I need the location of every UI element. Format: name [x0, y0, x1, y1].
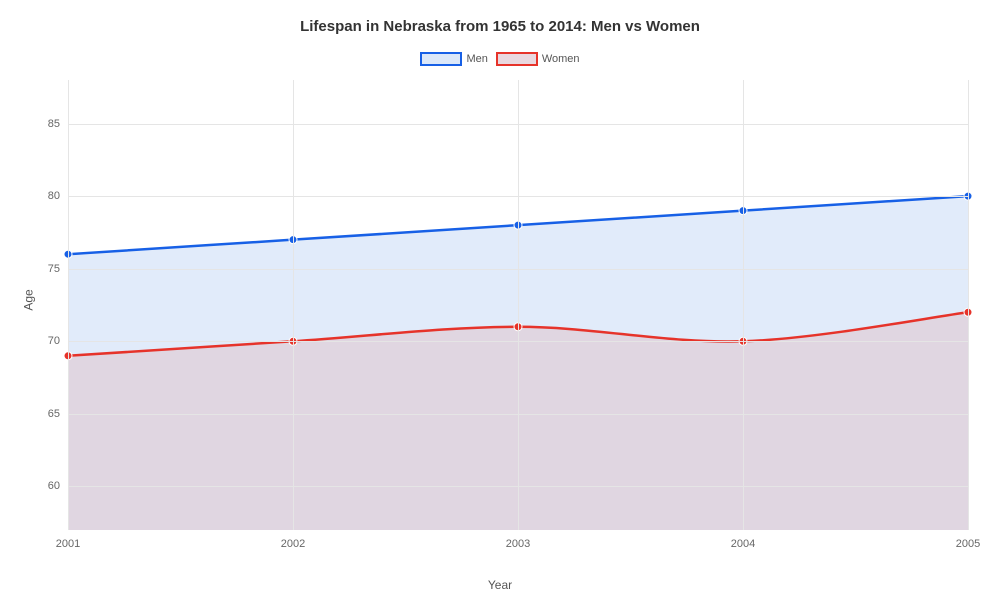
- y-tick-label: 65: [48, 408, 68, 420]
- grid-line-h: [68, 486, 968, 487]
- y-tick-label: 85: [48, 118, 68, 130]
- grid-line-h: [68, 341, 968, 342]
- chart-title: Lifespan in Nebraska from 1965 to 2014: …: [0, 18, 1000, 35]
- chart-container: Lifespan in Nebraska from 1965 to 2014: …: [0, 0, 1000, 600]
- y-axis-label: Age: [22, 289, 36, 310]
- x-tick-label: 2005: [956, 530, 980, 550]
- y-tick-label: 75: [48, 263, 68, 275]
- y-tick-label: 70: [48, 335, 68, 347]
- y-tick-label: 80: [48, 190, 68, 202]
- x-tick-label: 2001: [56, 530, 80, 550]
- grid-line-v: [68, 80, 69, 530]
- grid-line-h: [68, 414, 968, 415]
- legend-swatch-men: [420, 52, 462, 66]
- x-tick-label: 2004: [731, 530, 755, 550]
- grid-line-v: [293, 80, 294, 530]
- legend-swatch-women: [496, 52, 538, 66]
- grid-line-v: [968, 80, 969, 530]
- x-tick-label: 2002: [281, 530, 305, 550]
- grid-line-h: [68, 124, 968, 125]
- legend-label-women: Women: [542, 53, 580, 65]
- x-axis-label: Year: [0, 578, 1000, 592]
- y-tick-label: 60: [48, 480, 68, 492]
- grid-line-v: [518, 80, 519, 530]
- legend-label-men: Men: [466, 53, 487, 65]
- legend: Men Women: [0, 52, 1000, 66]
- plot-area: 20012002200320042005606570758085: [68, 80, 968, 530]
- legend-item-men: Men: [420, 52, 487, 66]
- legend-item-women: Women: [496, 52, 580, 66]
- grid-line-h: [68, 196, 968, 197]
- x-tick-label: 2003: [506, 530, 530, 550]
- grid-line-h: [68, 269, 968, 270]
- grid-line-v: [743, 80, 744, 530]
